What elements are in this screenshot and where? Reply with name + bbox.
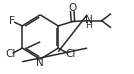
Text: N: N [36,58,44,68]
Text: H: H [85,21,92,30]
Text: N: N [85,15,93,25]
Text: Cl: Cl [65,49,75,59]
Text: Cl: Cl [5,49,15,59]
Text: O: O [68,3,76,13]
Text: F: F [9,16,15,26]
